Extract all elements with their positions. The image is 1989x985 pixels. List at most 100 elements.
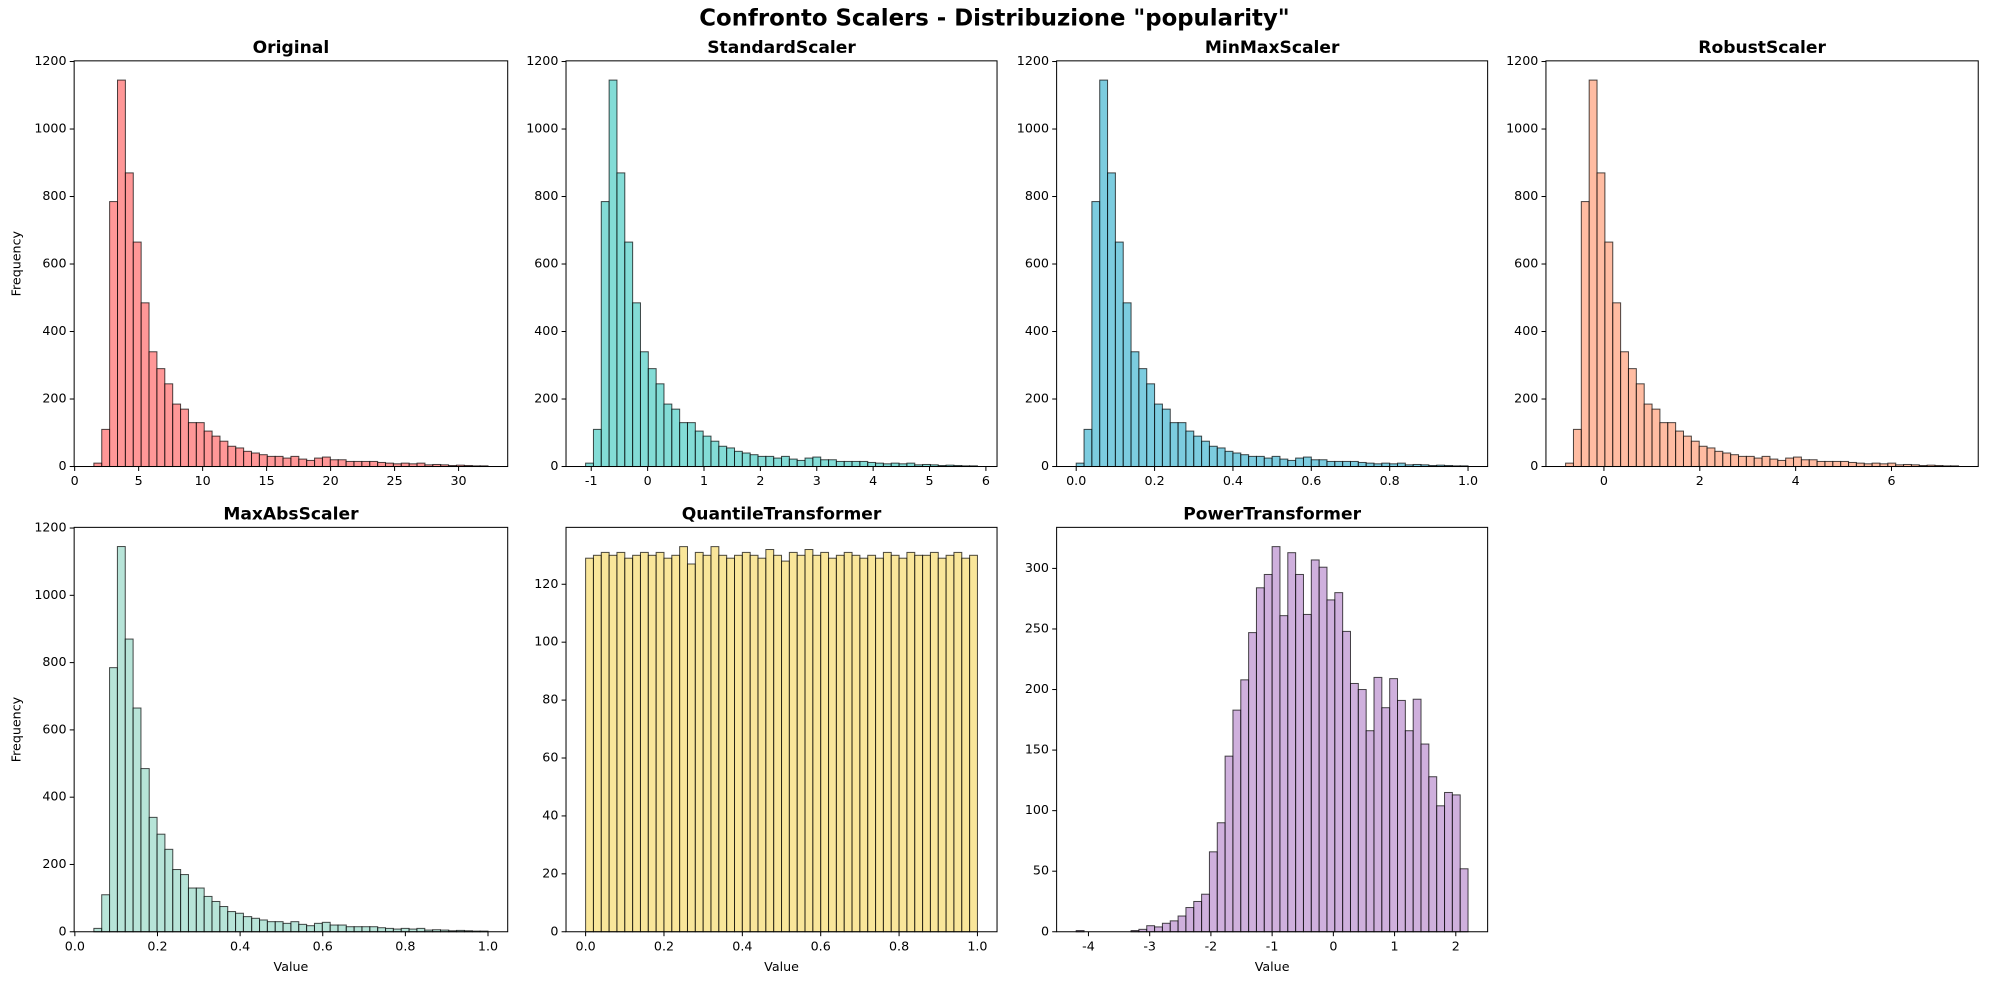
bar — [172, 869, 182, 933]
bar — [140, 768, 150, 933]
x-tick-label: 2 — [1696, 473, 1704, 488]
bar — [1381, 707, 1391, 933]
bar — [1459, 868, 1469, 933]
x-tick-label: 0.4 — [230, 938, 250, 953]
bar — [1232, 709, 1242, 933]
bar — [1667, 422, 1677, 468]
y-tick-label: 800 — [1514, 188, 1538, 203]
bar — [828, 557, 837, 933]
x-tick-label: 0.8 — [889, 938, 909, 953]
x-tick-label: 2 — [756, 473, 764, 488]
bar — [195, 422, 205, 468]
bar — [733, 450, 743, 468]
bar — [1722, 452, 1732, 468]
y-axis-label: Frequency — [9, 230, 24, 296]
y-tick-label: 400 — [42, 789, 66, 804]
bar — [258, 454, 268, 468]
x-tick-label: -1 — [1266, 938, 1279, 953]
bar — [906, 551, 916, 933]
bar — [1271, 455, 1281, 468]
y-tick-label: 600 — [42, 721, 66, 736]
y-tick-label: 600 — [42, 256, 66, 271]
bar — [1161, 922, 1171, 933]
bar — [1761, 455, 1771, 468]
bar — [679, 546, 688, 933]
bar — [266, 921, 276, 933]
bar — [321, 921, 331, 933]
bar — [1224, 450, 1234, 468]
bar — [843, 460, 853, 468]
bar — [1216, 822, 1226, 933]
bar — [1753, 457, 1763, 468]
x-tick-label: 5 — [925, 473, 933, 488]
bar — [835, 460, 845, 468]
bar — [148, 351, 158, 468]
panel-title: QuantileTransformer — [682, 505, 882, 525]
bar — [867, 554, 877, 933]
bar — [1572, 428, 1582, 468]
bar — [1208, 851, 1218, 933]
bar — [945, 554, 955, 933]
bar — [1698, 445, 1708, 468]
y-tick-label: 100 — [1025, 802, 1049, 817]
x-tick-label: 0 — [644, 473, 652, 488]
y-tick-label: 200 — [1025, 681, 1049, 696]
bar — [686, 563, 696, 933]
bar — [1682, 435, 1692, 468]
bar — [251, 917, 261, 933]
bar — [235, 447, 245, 468]
bar — [804, 549, 814, 933]
bar — [337, 459, 347, 468]
x-tick-label: -1 — [585, 473, 598, 488]
panel-title: MinMaxScaler — [1205, 38, 1340, 58]
bar — [592, 554, 602, 933]
panel-title: RobustScaler — [1698, 38, 1826, 58]
y-tick-label: 800 — [42, 188, 66, 203]
x-tick-label: 0.8 — [1380, 473, 1400, 488]
bar — [914, 554, 924, 933]
bar — [812, 554, 822, 933]
x-tick-label: 0 — [1329, 938, 1337, 953]
bar — [1146, 925, 1156, 933]
bar — [718, 554, 728, 933]
x-tick-label: 25 — [387, 473, 403, 488]
bar — [1659, 422, 1669, 468]
bar — [796, 554, 806, 933]
bar — [1224, 755, 1234, 933]
bar — [211, 435, 221, 468]
bar — [969, 554, 978, 933]
y-tick-label: 0 — [550, 458, 558, 473]
panel: 0 5 10 15 20 25 30 0 200 400 600 800 1000 1200 Origina… — [9, 38, 509, 488]
panel: -4 -3 -2 -1 0 1 2 0 50 100 150 200 250 300 PowerTransf… — [1025, 505, 1489, 974]
bar — [710, 546, 720, 933]
bar — [1785, 457, 1795, 468]
y-tick-label: 800 — [1025, 188, 1049, 203]
x-tick-label: 20 — [323, 473, 339, 488]
bar — [1397, 699, 1406, 933]
bar — [243, 450, 253, 468]
bar — [1627, 368, 1637, 468]
x-tick-label: 1 — [700, 473, 708, 488]
panel-title: MaxAbsScaler — [223, 505, 359, 525]
y-tick-label: 0 — [1530, 458, 1538, 473]
bar — [835, 554, 845, 933]
panel-title: StandardScaler — [707, 38, 856, 58]
y-tick-label: 1200 — [34, 520, 66, 535]
y-tick-label: 600 — [534, 256, 558, 271]
bar — [314, 457, 323, 468]
bar — [875, 557, 884, 933]
y-tick-label: 80 — [542, 692, 558, 707]
bar — [773, 457, 783, 468]
bar — [1745, 455, 1755, 468]
bar — [773, 554, 783, 933]
y-tick-label: 1000 — [1017, 121, 1049, 136]
bar — [1271, 546, 1281, 933]
bar — [624, 241, 634, 468]
bar — [369, 460, 379, 468]
bar — [600, 201, 610, 468]
bar — [1420, 743, 1430, 933]
bar — [1769, 458, 1779, 468]
bar — [203, 895, 213, 933]
bar — [898, 557, 908, 933]
panel-title: PowerTransformer — [1183, 505, 1361, 525]
